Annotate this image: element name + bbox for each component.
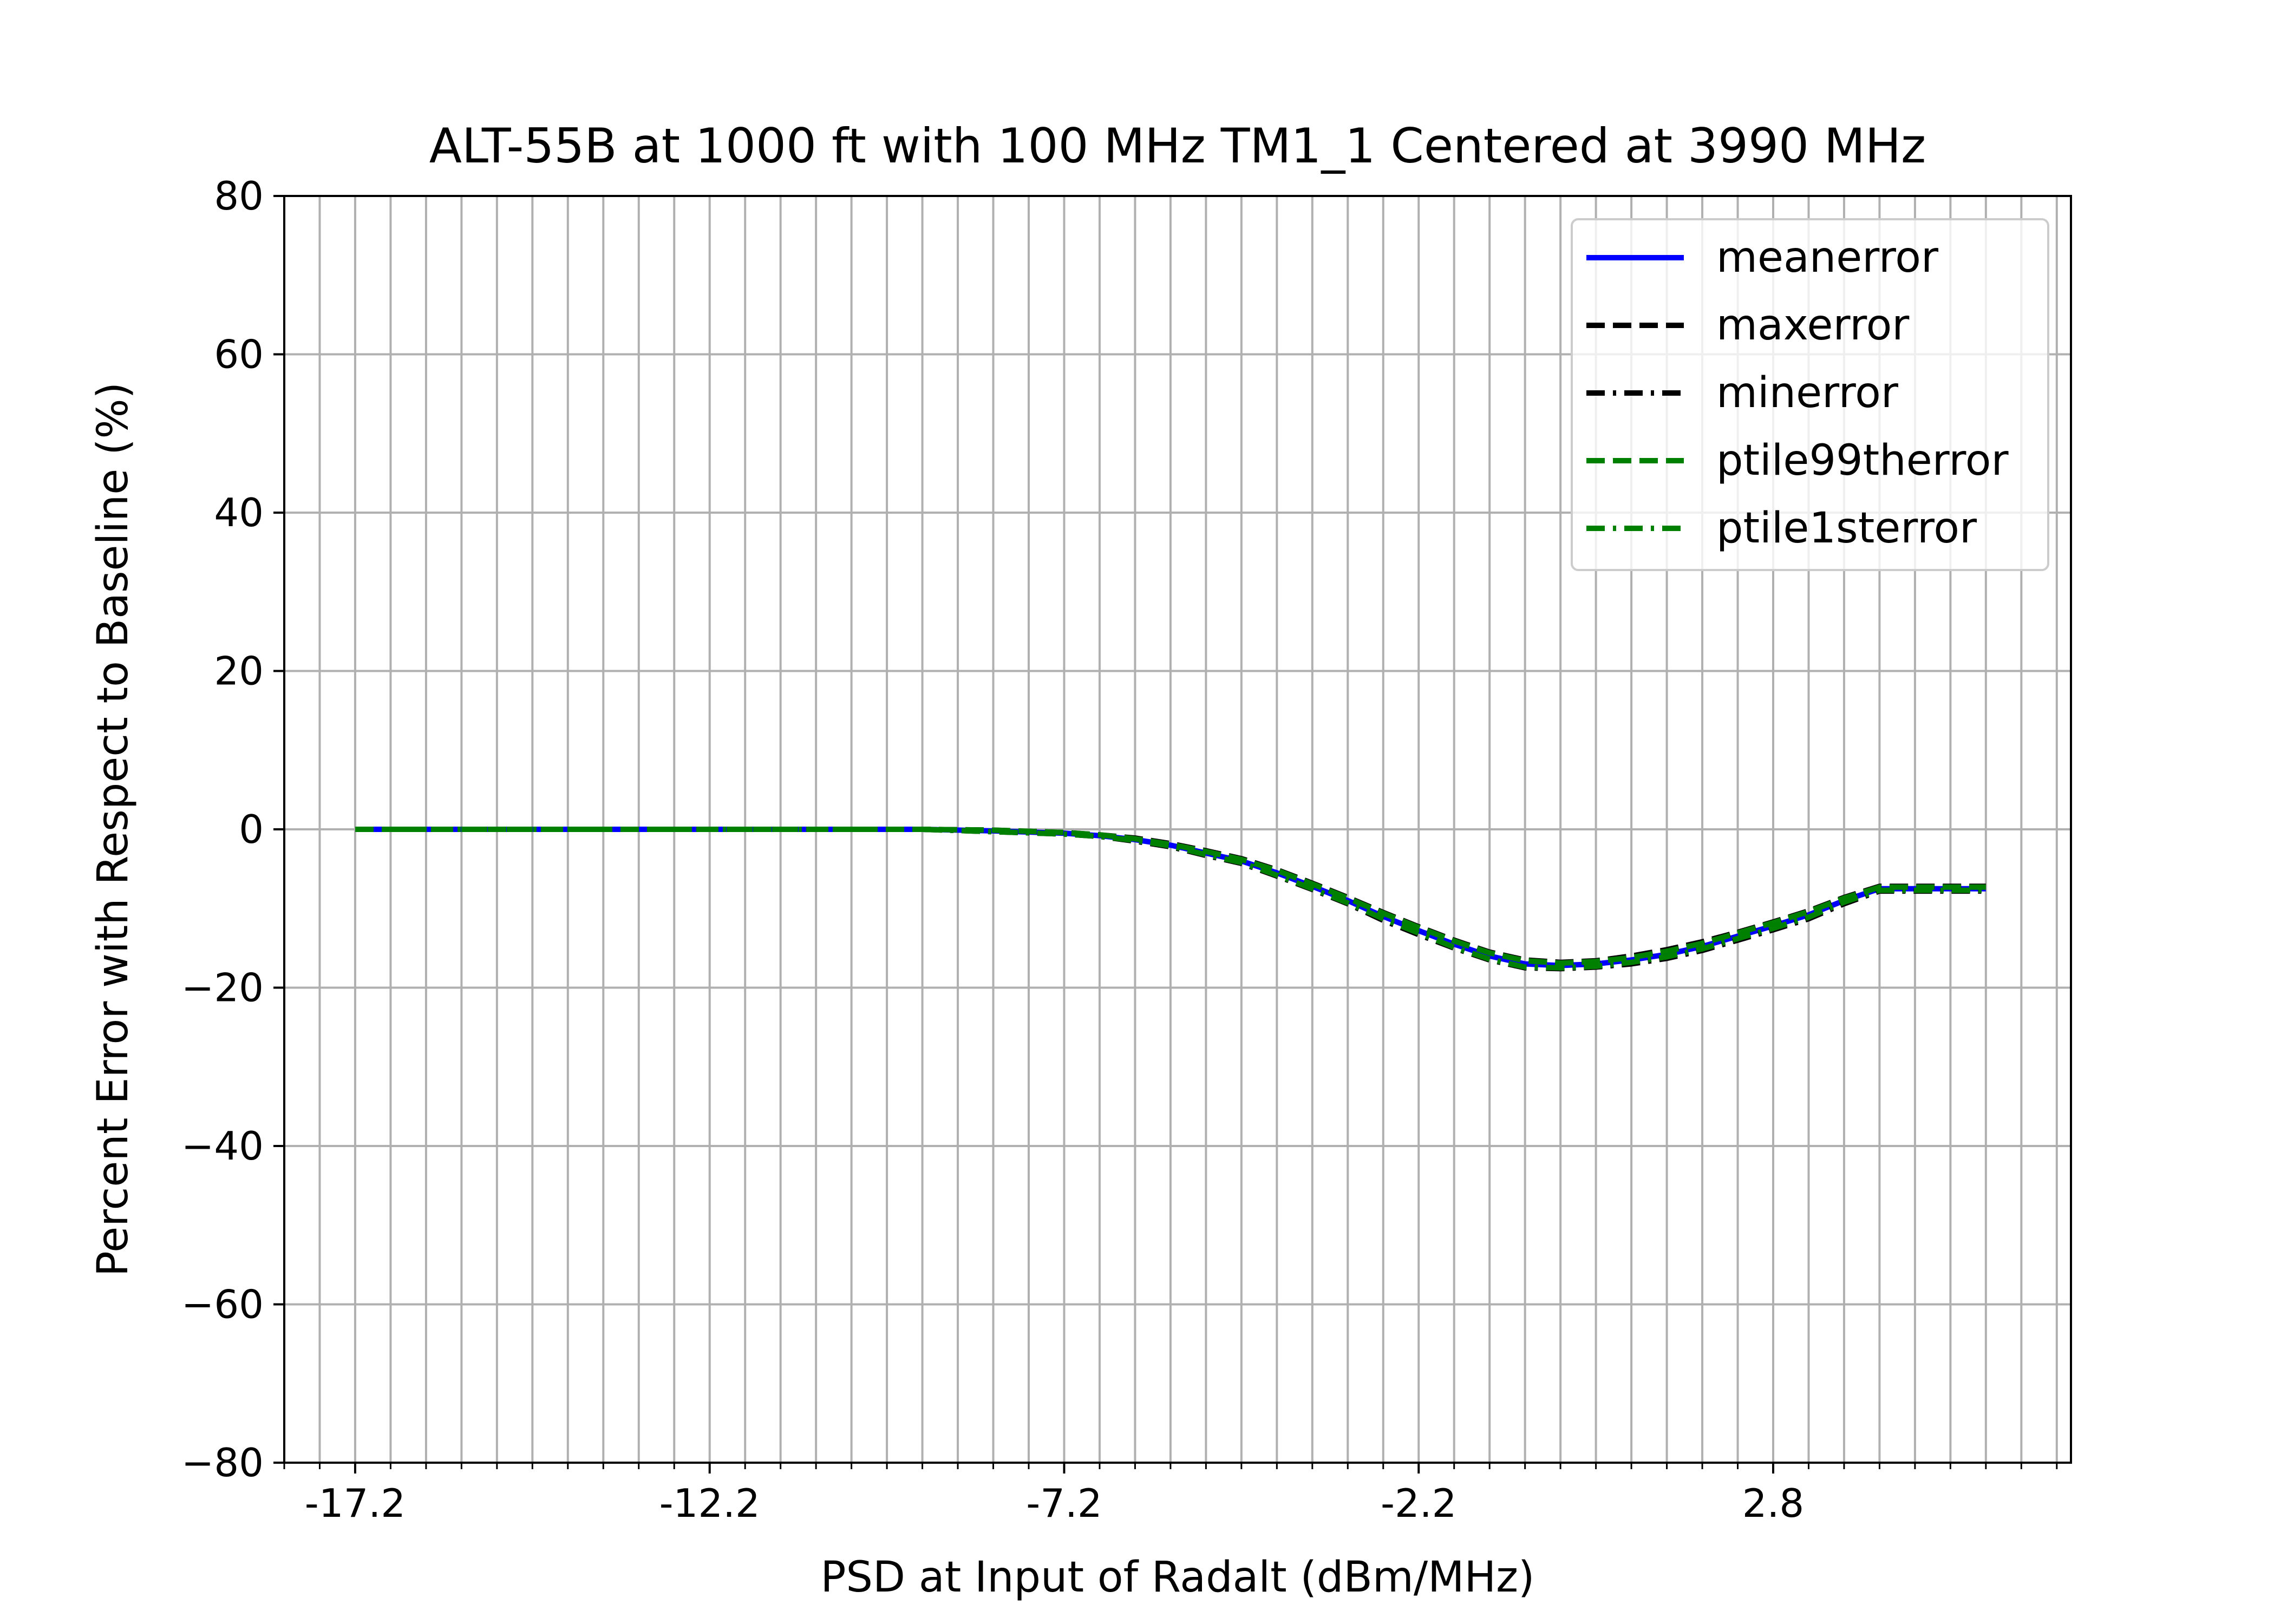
legend-label-meanerror: meanerror	[1716, 233, 1939, 282]
y-tick-label: 0	[239, 807, 264, 852]
series-line-ptile1sterror	[355, 827, 1986, 971]
x-tick-label: -7.2	[1026, 1481, 1102, 1526]
legend-label-ptile99therror: ptile99therror	[1716, 436, 2009, 485]
legend-label-maxerror: maxerror	[1716, 301, 1910, 350]
series-lines	[355, 827, 1986, 972]
x-tick-label: 2.8	[1742, 1481, 1805, 1526]
axis-ticks: -17.2 -12.2 -7.2 -2.2 2.8 80 60 40 20 0 −20 −40 −60 −…	[181, 173, 2058, 1526]
y-tick-label: −80	[181, 1440, 264, 1485]
chart-title: ALT-55B at 1000 ft with 100 MHz TM1_1 Ce…	[429, 118, 1926, 174]
y-tick-label: −40	[181, 1123, 264, 1169]
legend-box	[1571, 218, 2049, 571]
legend-label-minerror: minerror	[1716, 369, 1899, 417]
y-tick-label: 80	[214, 173, 264, 219]
x-tick-label: -2.2	[1381, 1481, 1456, 1526]
y-axis-label: Percent Error with Respect to Baseline (…	[89, 382, 138, 1276]
y-tick-label: 20	[214, 649, 264, 694]
legend-label-ptile1sterror: ptile1sterror	[1716, 504, 1977, 553]
x-axis-label: PSD at Input of Radalt (dBm/MHz)	[821, 1553, 1535, 1602]
y-tick-label: 40	[214, 490, 264, 535]
y-tick-label: 60	[214, 332, 264, 377]
y-tick-label: −20	[181, 965, 264, 1011]
y-tick-label: −60	[181, 1282, 264, 1327]
x-tick-label: -17.2	[305, 1481, 406, 1526]
legend: meanerror maxerror minerror ptile99therror p…	[1571, 218, 2049, 571]
x-tick-label: -12.2	[659, 1481, 760, 1526]
